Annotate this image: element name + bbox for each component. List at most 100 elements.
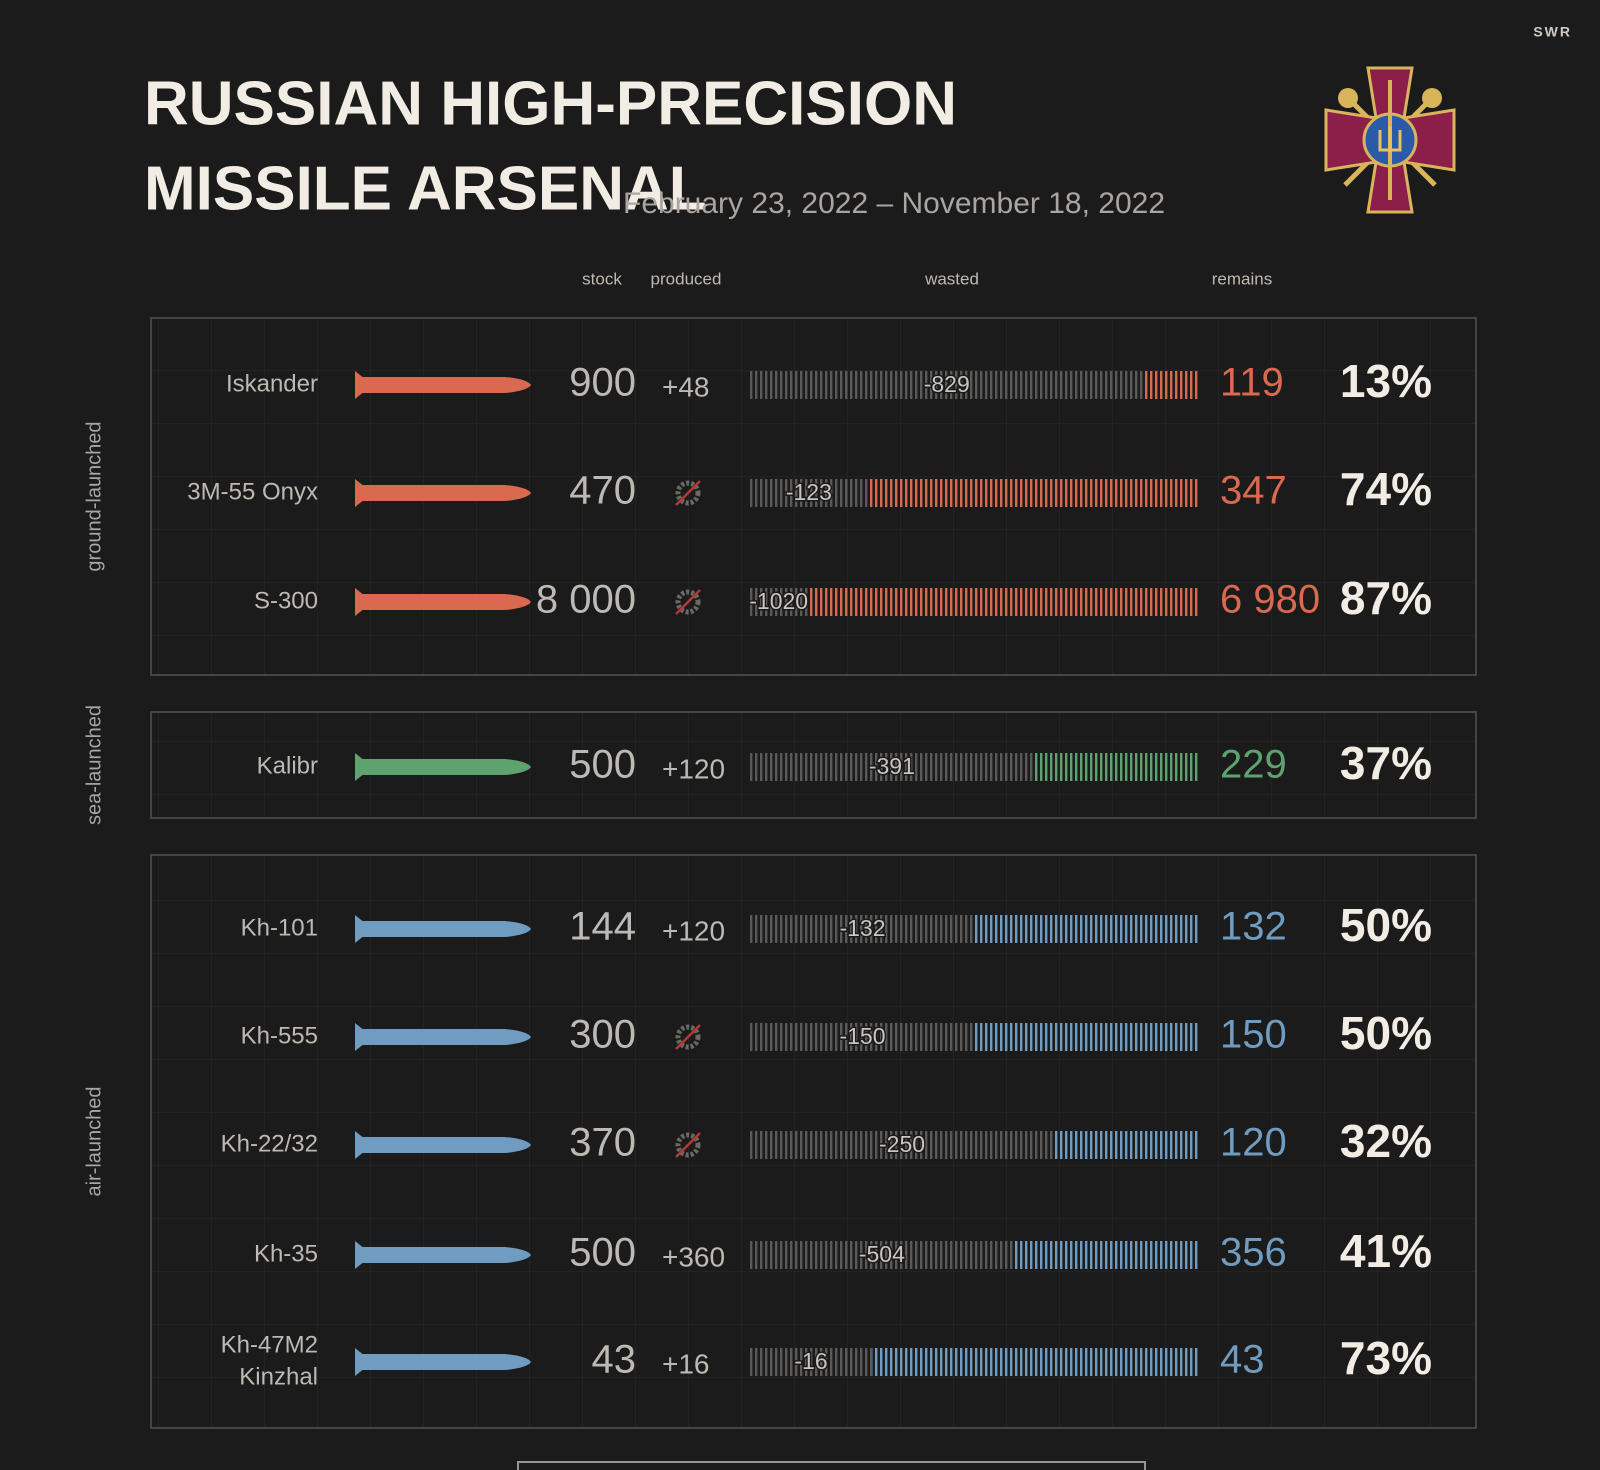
missile-silhouette: [355, 479, 531, 507]
missile-name: Kh-35: [254, 1240, 318, 1267]
missile-silhouette: [355, 1023, 531, 1051]
remains-bar: [1143, 371, 1200, 399]
missile-body: [355, 377, 531, 393]
missile-body: [355, 1137, 531, 1153]
produced-value: +16: [662, 1348, 710, 1379]
wasted-value: -504: [859, 1241, 905, 1267]
stock-value: 500: [569, 1231, 636, 1275]
wasted-bar: [750, 1023, 975, 1051]
missile-fin: [355, 1131, 365, 1159]
remains-bar: [867, 479, 1200, 507]
missile-name: Iskander: [226, 370, 318, 397]
missile-fin: [355, 371, 365, 399]
group-label: air-launched: [83, 1086, 105, 1196]
produced-value: +48: [662, 371, 710, 402]
missile-body: [355, 759, 531, 775]
missile-silhouette: [355, 1348, 531, 1376]
remains-bar: [872, 1348, 1200, 1376]
wasted-value: -150: [839, 1023, 885, 1049]
slash: [675, 1024, 701, 1050]
remains-bar: [975, 1023, 1200, 1051]
missile-name: 3M-55 Onyx: [187, 478, 318, 505]
wasted-value: -391: [869, 753, 915, 779]
not-produced-icon: [675, 1132, 701, 1158]
stock-value: 300: [569, 1013, 636, 1057]
wasted-bar: [750, 588, 808, 616]
not-produced-icon: [675, 589, 701, 615]
column-header: wasted: [924, 269, 979, 288]
remains-percent: 87%: [1340, 572, 1432, 624]
missile-fin: [355, 753, 365, 781]
remains-value: 150: [1220, 1013, 1287, 1057]
emblem: [1324, 66, 1456, 214]
remains-percent: 41%: [1340, 1225, 1432, 1277]
produced-value: +120: [662, 915, 725, 946]
produced-value: +360: [662, 1241, 725, 1272]
wasted-bar: [750, 1131, 1055, 1159]
remains-bar: [975, 915, 1200, 943]
missile-body: [355, 485, 531, 501]
missile-body: [355, 1247, 531, 1263]
missile-name: Kh-22/32: [221, 1130, 318, 1157]
missile-body: [355, 921, 531, 937]
missile-fin: [355, 588, 365, 616]
wasted-value: -829: [924, 371, 970, 397]
stock-value: 900: [569, 361, 636, 405]
wasted-bar: [750, 753, 1034, 781]
missile-silhouette: [355, 371, 531, 399]
produced-value: +120: [662, 753, 725, 784]
remains-bar: [1033, 753, 1200, 781]
remains-bar: [807, 588, 1200, 616]
column-header: stock: [582, 269, 622, 288]
missile-fin: [355, 479, 365, 507]
missile-silhouette: [355, 915, 531, 943]
wasted-bar: [750, 915, 975, 943]
gear: [675, 1024, 701, 1050]
wasted-bar: [750, 479, 868, 507]
title-line: RUSSIAN HIGH-PRECISION: [144, 69, 957, 138]
logo: SWR: [1533, 24, 1572, 40]
remains-value: 120: [1220, 1121, 1287, 1165]
missile-name: Kinzhal: [239, 1363, 318, 1390]
stock-value: 370: [569, 1121, 636, 1165]
stock-value: 500: [569, 743, 636, 787]
remains-percent: 32%: [1340, 1115, 1432, 1167]
missile-fin: [355, 1241, 365, 1269]
remains-value: 132: [1220, 905, 1287, 949]
remains-value: 356: [1220, 1231, 1287, 1275]
stock-value: 8 000: [536, 578, 636, 622]
slash: [675, 1132, 701, 1158]
slash: [675, 480, 701, 506]
remains-percent: 13%: [1340, 355, 1432, 407]
wasted-bar: [750, 371, 1144, 399]
wasted-value: -1020: [749, 588, 808, 614]
date-range: February 23, 2022 – November 18, 2022: [623, 187, 1165, 220]
remains-value: 6 980: [1220, 578, 1320, 622]
remains-value: 347: [1220, 469, 1287, 513]
gear: [675, 589, 701, 615]
remains-bar: [1054, 1131, 1200, 1159]
wasted-value: -250: [879, 1131, 925, 1157]
remains-bar: [1013, 1241, 1200, 1269]
remains-percent: 50%: [1340, 1007, 1432, 1059]
stock-value: 43: [592, 1338, 637, 1382]
remains-value: 229: [1220, 743, 1287, 787]
wasted-value: -132: [839, 915, 885, 941]
group-label: ground-launched: [83, 421, 105, 571]
wasted-value: -16: [794, 1348, 827, 1374]
remains-percent: 74%: [1340, 463, 1432, 515]
missile-name: Kh-555: [241, 1022, 318, 1049]
remains-value: 119: [1220, 361, 1284, 405]
not-produced-icon: [675, 480, 701, 506]
group-label: sea-launched: [83, 705, 105, 825]
missile-name: S-300: [254, 587, 318, 614]
column-header: produced: [651, 269, 722, 288]
gear: [675, 1132, 701, 1158]
slash: [675, 589, 701, 615]
wasted-bar: [750, 1348, 873, 1376]
missile-fin: [355, 915, 365, 943]
wasted-bar: [750, 1241, 1014, 1269]
missile-name: Kalibr: [257, 752, 318, 779]
missile-name: Kh-47M2: [221, 1331, 318, 1358]
